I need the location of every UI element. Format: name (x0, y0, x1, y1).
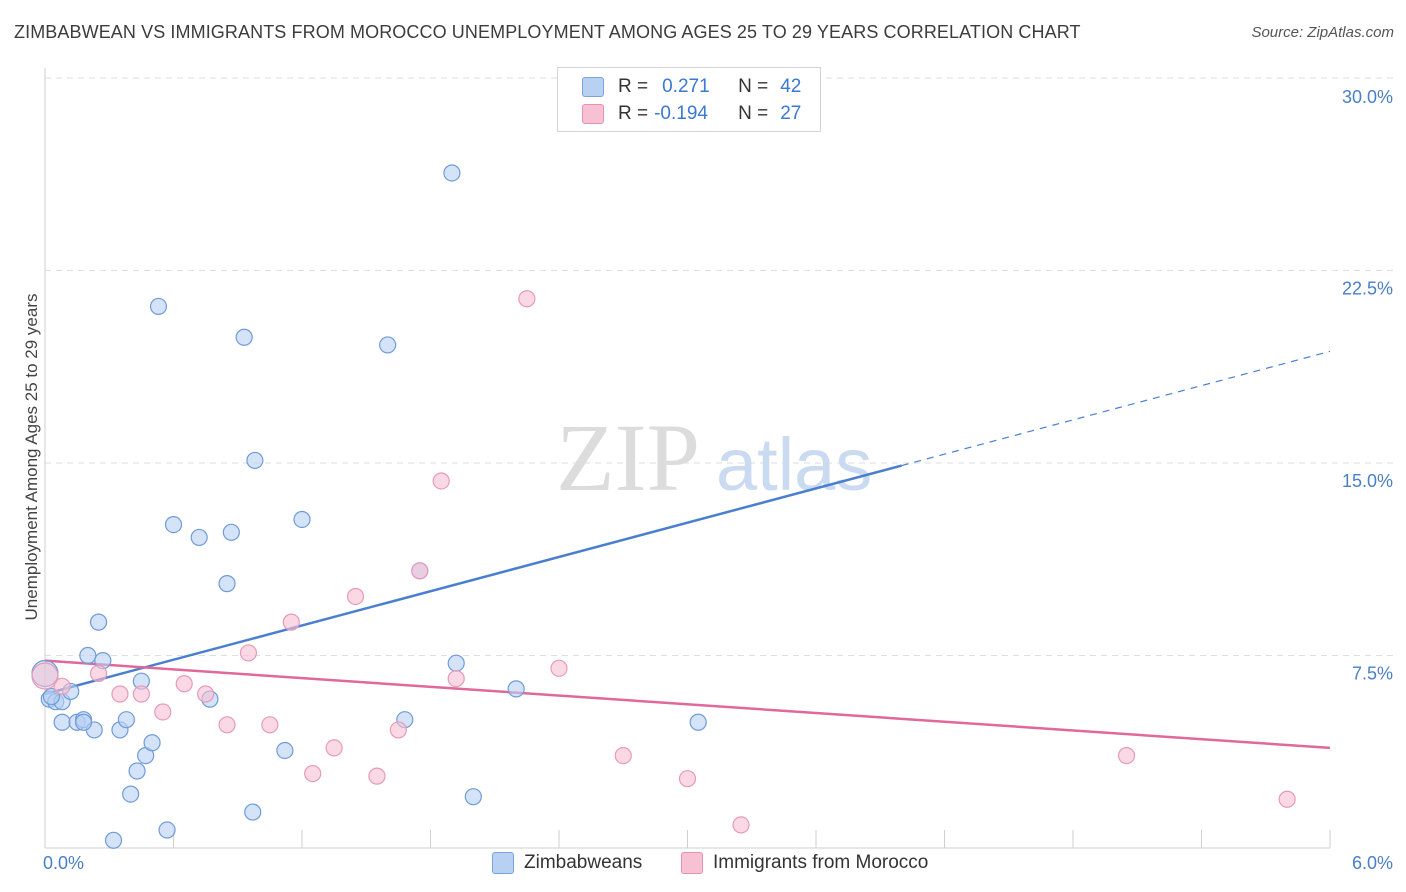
point-morocco (447, 669, 465, 688)
point-morocco (368, 767, 386, 785)
y-tick-label: 30.0% (1342, 87, 1393, 107)
point-zimbabweans (122, 785, 140, 803)
point-morocco (31, 662, 59, 690)
point-zimbabweans (222, 523, 240, 541)
tick-labels: 7.5% 15.0% 22.5% 30.0% 0.0% 6.0% (43, 87, 1393, 873)
watermark-zip: ZIP (556, 404, 700, 511)
point-morocco (282, 613, 300, 631)
legend-swatch-blue (582, 77, 604, 97)
source-label: Source: ZipAtlas.com (1251, 24, 1394, 41)
point-zimbabweans (53, 713, 71, 731)
point-morocco (432, 472, 450, 490)
point-zimbabweans (464, 788, 482, 806)
point-morocco (614, 746, 632, 765)
point-zimbabweans (689, 713, 707, 731)
trend-line-zimbabweans-projection (901, 350, 1331, 467)
legend-r-label: R = (618, 103, 649, 124)
point-zimbabweans (443, 164, 461, 182)
point-zimbabweans (164, 515, 183, 534)
point-zimbabweans (244, 803, 262, 821)
legend-r-label: R = (618, 76, 649, 97)
point-zimbabweans (190, 528, 208, 547)
point-zimbabweans (276, 741, 294, 760)
legend-n-label: N = (738, 76, 769, 97)
legend-row-zimbabweans: R = 0.271 N = 42 (582, 75, 801, 99)
trend-lines (44, 350, 1331, 750)
legend-item-morocco[interactable]: Immigrants from Morocco (681, 852, 928, 874)
legend-r-value: 0.271 (662, 76, 710, 97)
point-zimbabweans (117, 711, 135, 729)
legend-n-value: 27 (780, 103, 802, 124)
trend-line-morocco (44, 659, 1331, 750)
x-tick-label: 6.0% (1352, 853, 1393, 873)
point-morocco (218, 716, 236, 734)
legend-n-label: N = (738, 103, 769, 124)
point-zimbabweans (79, 646, 97, 665)
point-zimbabweans (507, 680, 525, 698)
point-morocco (346, 587, 365, 606)
point-zimbabweans (293, 510, 311, 529)
gridlines (45, 77, 1393, 656)
legend-label-zimbabweans: Zimbabweans (524, 852, 643, 873)
point-zimbabweans (158, 821, 176, 839)
y-axis-label: Unemployment Among Ages 25 to 29 years (22, 294, 41, 621)
legend-n-value: 42 (780, 76, 802, 97)
y-tick-label: 15.0% (1342, 471, 1393, 491)
watermark-atlas: atlas (716, 423, 872, 506)
point-morocco (261, 716, 279, 734)
point-zimbabweans (379, 336, 397, 354)
point-zimbabweans (128, 762, 146, 780)
chart-title: ZIMBABWEAN VS IMMIGRANTS FROM MOROCCO UN… (14, 22, 1081, 42)
legend-swatch-pink (582, 104, 604, 124)
point-morocco (678, 770, 697, 788)
legend-row-morocco: R = -0.194 N = 27 (582, 102, 801, 126)
point-morocco (239, 644, 258, 662)
point-morocco (154, 703, 172, 721)
point-zimbabweans (143, 734, 161, 752)
legend-label-morocco: Immigrants from Morocco (713, 852, 929, 873)
point-morocco (197, 685, 215, 703)
point-morocco (1278, 790, 1296, 808)
point-zimbabweans (218, 575, 236, 593)
point-morocco (411, 562, 429, 580)
point-morocco (111, 685, 129, 703)
point-morocco (518, 290, 536, 308)
y-tick-label: 22.5% (1342, 279, 1393, 299)
point-morocco (550, 659, 568, 677)
point-morocco (53, 677, 71, 695)
legend-r-value: -0.194 (654, 103, 708, 124)
legend-swatch-blue (492, 852, 514, 874)
point-morocco (89, 664, 108, 683)
point-morocco (304, 764, 322, 783)
point-zimbabweans (42, 687, 61, 706)
point-zimbabweans (149, 297, 168, 316)
y-tick-label: 7.5% (1352, 664, 1393, 684)
correlation-legend: R = 0.271 N = 42 R = -0.194 N = 27 (557, 67, 821, 132)
trend-line-zimbabweans (44, 464, 902, 696)
legend-item-zimbabweans[interactable]: Zimbabweans (492, 852, 642, 874)
point-zimbabweans (447, 654, 465, 672)
point-morocco (1117, 746, 1136, 765)
point-morocco (389, 721, 407, 739)
point-zimbabweans (104, 831, 123, 849)
legend-swatch-pink (681, 852, 703, 874)
point-morocco (132, 685, 150, 703)
data-points (31, 164, 1296, 849)
point-zimbabweans (74, 713, 93, 731)
watermark: ZIP atlas (556, 404, 872, 511)
point-morocco (175, 675, 193, 693)
point-zimbabweans (235, 328, 253, 346)
point-zimbabweans (246, 451, 264, 470)
x-tick-label: 0.0% (43, 853, 84, 873)
point-morocco (325, 739, 343, 757)
point-zimbabweans (89, 613, 108, 631)
axes (44, 68, 1331, 849)
point-morocco (732, 816, 750, 834)
